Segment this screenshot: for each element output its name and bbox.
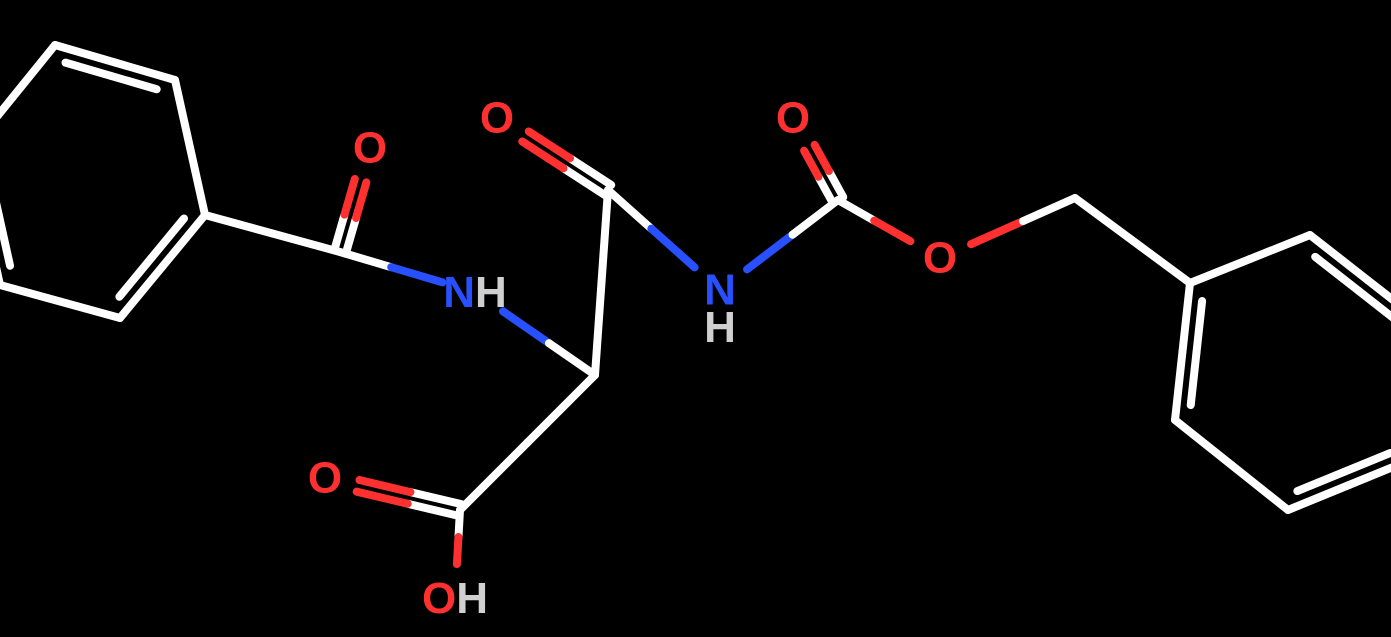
atom-label: O <box>776 94 810 143</box>
atom-label: O <box>480 94 514 143</box>
atom-label: NH <box>443 268 507 317</box>
atom-label: O <box>923 234 957 283</box>
svg-text:H: H <box>704 303 736 352</box>
molecule-diagram: OOOOONHNHOH <box>0 0 1391 637</box>
atom-label: O <box>308 454 342 503</box>
atom-label: O <box>353 124 387 173</box>
atom-label: OH <box>422 574 488 623</box>
